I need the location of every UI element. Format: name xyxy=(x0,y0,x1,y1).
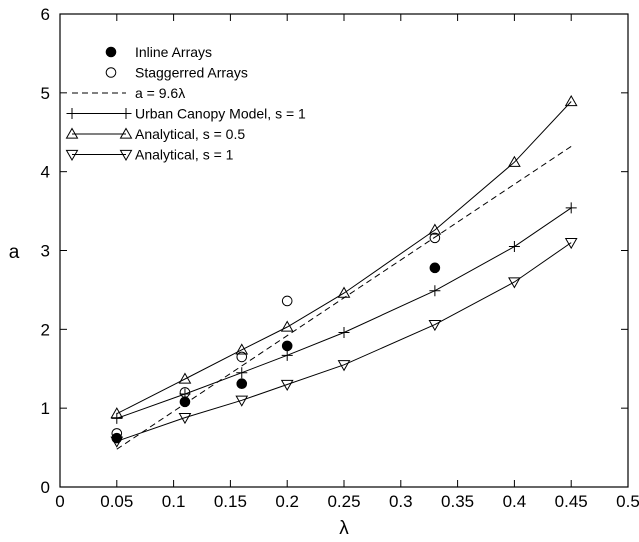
x-tick-label: 0.15 xyxy=(214,492,247,511)
ticks-layer: 0 0.05 0.1 0.15 0.2 0.25 0.3 0.35 0.4 0.45 0.5 0 1 2 3… xyxy=(41,5,639,511)
data-point xyxy=(428,223,442,235)
x-tick-label: 0.25 xyxy=(327,492,360,511)
data-point xyxy=(337,360,351,372)
data-point xyxy=(111,428,123,439)
x-tick-label: 0.45 xyxy=(555,492,588,511)
series-line xyxy=(116,207,572,419)
data-point xyxy=(236,378,248,390)
data-point xyxy=(429,262,441,274)
data-point xyxy=(281,295,293,307)
x-tick-label: 0.05 xyxy=(100,492,133,511)
series-6 xyxy=(110,237,578,448)
legend-label: a = 9.6λ xyxy=(135,85,185,101)
legend-marker xyxy=(66,108,78,119)
legend-marker xyxy=(119,149,133,162)
legend-item: Analytical, s = 0.5 xyxy=(65,126,245,142)
data-point xyxy=(429,285,441,297)
x-tick-label: 0.4 xyxy=(503,492,527,511)
data-point xyxy=(280,379,294,392)
series-line xyxy=(116,242,572,442)
legend-label: Analytical, s = 1 xyxy=(135,147,234,163)
legend-label: Urban Canopy Model, s = 1 xyxy=(135,106,306,122)
series-5 xyxy=(110,94,578,419)
x-tick-label: 0.1 xyxy=(162,492,186,511)
data-point xyxy=(429,232,441,244)
y-tick-label: 4 xyxy=(41,163,50,182)
data-point xyxy=(338,326,350,338)
legend-item: Inline Arrays xyxy=(105,44,212,60)
data-point xyxy=(508,155,521,167)
y-tick-label: 0 xyxy=(41,478,50,497)
y-axis-label: a xyxy=(9,242,20,263)
y-tick-label: 5 xyxy=(41,84,50,103)
y-tick-label: 1 xyxy=(41,399,50,418)
x-tick-label: 0 xyxy=(55,492,64,511)
series-3 xyxy=(116,145,572,450)
data-point xyxy=(236,367,248,379)
legend-item: a = 9.6λ xyxy=(72,85,185,101)
x-axis-label: λ xyxy=(339,518,349,539)
data-point xyxy=(110,407,124,419)
data-point xyxy=(178,413,192,425)
legend-label: Staggerred Arrays xyxy=(135,65,248,81)
legend-marker xyxy=(65,127,79,139)
data-point xyxy=(508,241,520,253)
data-point xyxy=(428,319,442,332)
legend-item: Urban Canopy Model, s = 1 xyxy=(66,106,306,122)
data-point xyxy=(564,237,578,250)
data-point xyxy=(508,277,521,289)
data-point xyxy=(178,372,192,384)
x-tick-label: 0.2 xyxy=(275,492,299,511)
legend-marker xyxy=(119,127,133,139)
legend-marker xyxy=(65,149,79,162)
data-point xyxy=(281,340,293,352)
y-tick-label: 3 xyxy=(41,242,50,261)
data-point xyxy=(110,436,124,448)
legend-marker xyxy=(120,108,132,119)
data-point xyxy=(235,395,249,407)
data-point xyxy=(337,286,351,298)
legend-item: Analytical, s = 1 xyxy=(65,147,234,163)
data-point xyxy=(179,388,191,400)
series-layer xyxy=(110,94,578,450)
series-line xyxy=(116,145,572,450)
data-point xyxy=(565,202,577,214)
data-point xyxy=(281,349,293,361)
data-point xyxy=(280,320,294,332)
legend-marker xyxy=(105,67,117,78)
x-tick-label: 0.3 xyxy=(389,492,413,511)
series-1 xyxy=(111,262,441,444)
legend: Inline Arrays Staggerred Arrays a = 9.6λ Ur… xyxy=(65,44,306,163)
series-2 xyxy=(111,232,441,439)
data-point xyxy=(111,412,123,424)
series-4 xyxy=(111,202,577,424)
y-tick-label: 6 xyxy=(41,5,50,24)
data-point xyxy=(236,351,248,363)
legend-label: Inline Arrays xyxy=(135,44,212,60)
legend-item: Staggerred Arrays xyxy=(105,65,248,81)
y-tick-label: 2 xyxy=(41,320,50,339)
legend-marker xyxy=(105,46,117,58)
x-tick-label: 0.35 xyxy=(441,492,474,511)
x-tick-label: 0.5 xyxy=(616,492,639,511)
data-point xyxy=(235,343,249,355)
legend-label: Analytical, s = 0.5 xyxy=(135,126,245,142)
data-point xyxy=(564,94,578,107)
series-line xyxy=(116,101,572,415)
